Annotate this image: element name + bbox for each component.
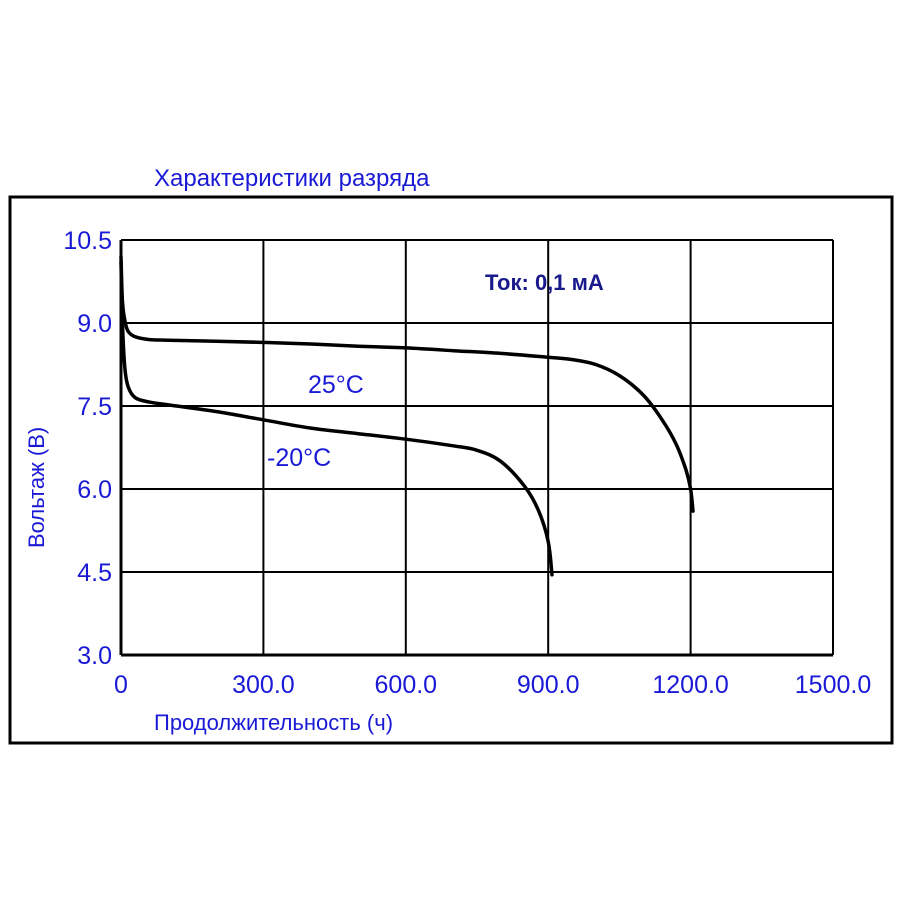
current-annotation: Ток: 0,1 мА (485, 270, 604, 295)
x-tick-label: 300.0 (232, 671, 295, 699)
series-line-25c (119, 254, 695, 513)
series-line-minus20c (119, 260, 554, 577)
x-tick-label: 0 (114, 671, 128, 699)
y-tick-label: 6.0 (77, 476, 112, 504)
series-curves (119, 254, 695, 577)
y-tick-label: 10.5 (63, 227, 112, 255)
chart-title: Характеристики разряда (154, 165, 430, 192)
y-tick-labels: 3.0 4.5 6.0 7.5 9.0 10.5 (63, 227, 112, 670)
x-tick-label: 1200.0 (652, 671, 728, 699)
chart-frame (8, 195, 894, 745)
x-tick-labels: 0 300.0 600.0 900.0 1200.0 1500.0 (114, 671, 871, 699)
x-axis-label: Продолжительность (ч) (154, 710, 393, 735)
series-label-25c: 25°C (308, 371, 364, 399)
series-label-minus20c: -20°C (267, 444, 331, 472)
plot-grid (119, 239, 834, 657)
y-tick-label: 7.5 (77, 393, 112, 421)
y-tick-label: 9.0 (77, 310, 112, 338)
y-tick-label: 3.0 (77, 642, 112, 670)
y-tick-label: 4.5 (77, 559, 112, 587)
x-tick-label: 1500.0 (795, 671, 871, 699)
x-tick-label: 900.0 (517, 671, 580, 699)
y-axis-label: Вольтаж (В) (24, 427, 49, 548)
x-tick-label: 600.0 (375, 671, 438, 699)
